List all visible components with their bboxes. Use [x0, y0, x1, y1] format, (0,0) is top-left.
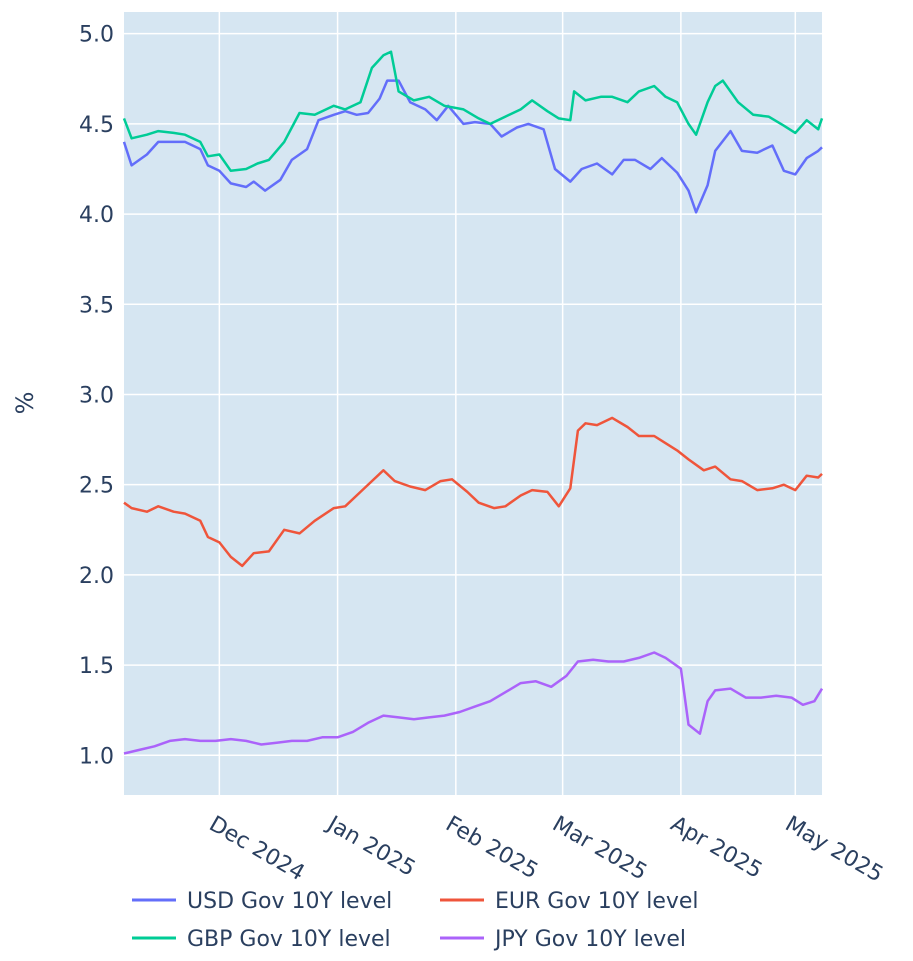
plot-area: [124, 12, 822, 795]
y-tick-label: 3.0: [79, 383, 114, 408]
x-tick-label: Jan 2025: [321, 811, 419, 882]
legend-label: USD Gov 10Y level: [187, 889, 392, 914]
x-axis-ticks: Dec 2024 Jan 2025 Feb 2025 Mar 2025 Apr 2025…: [205, 811, 887, 888]
x-tick-label: Apr 2025: [666, 812, 766, 884]
y-axis-ticks: 1.0 1.5 2.0 2.5 3.0 3.5 4.0 4.5 5.0: [79, 23, 114, 770]
legend-label: EUR Gov 10Y level: [495, 889, 699, 914]
legend-label: JPY Gov 10Y level: [493, 927, 686, 952]
legend-item[interactable]: EUR Gov 10Y level: [440, 889, 699, 914]
x-tick-label: May 2025: [781, 812, 887, 888]
x-tick-label: Mar 2025: [548, 812, 651, 886]
series-line-3: [123, 651, 824, 755]
y-tick-label: 1.5: [79, 654, 114, 679]
y-tick-label: 2.0: [79, 564, 114, 589]
series-line-1: [123, 416, 823, 568]
legend-item[interactable]: JPY Gov 10Y level: [440, 927, 686, 952]
y-tick-label: 5.0: [79, 23, 114, 48]
y-tick-label: 2.5: [79, 474, 114, 499]
x-tick-label: Dec 2024: [205, 812, 309, 886]
y-axis-title: %: [11, 392, 39, 415]
grid-lines: [124, 12, 822, 795]
y-tick-label: 1.0: [79, 744, 114, 769]
legend-label: GBP Gov 10Y level: [187, 927, 391, 952]
series-line-2: [122, 50, 824, 173]
x-tick-label: Feb 2025: [441, 812, 542, 885]
y-tick-label: 4.5: [79, 113, 114, 138]
series-lines: [122, 50, 824, 755]
series-line-0: [122, 79, 823, 214]
legend-item[interactable]: GBP Gov 10Y level: [132, 927, 391, 952]
legend-item[interactable]: USD Gov 10Y level: [132, 889, 392, 914]
legend: USD Gov 10Y level EUR Gov 10Y level GBP Go…: [132, 889, 699, 952]
y-tick-label: 3.5: [79, 293, 114, 318]
y-tick-label: 4.0: [79, 203, 114, 228]
